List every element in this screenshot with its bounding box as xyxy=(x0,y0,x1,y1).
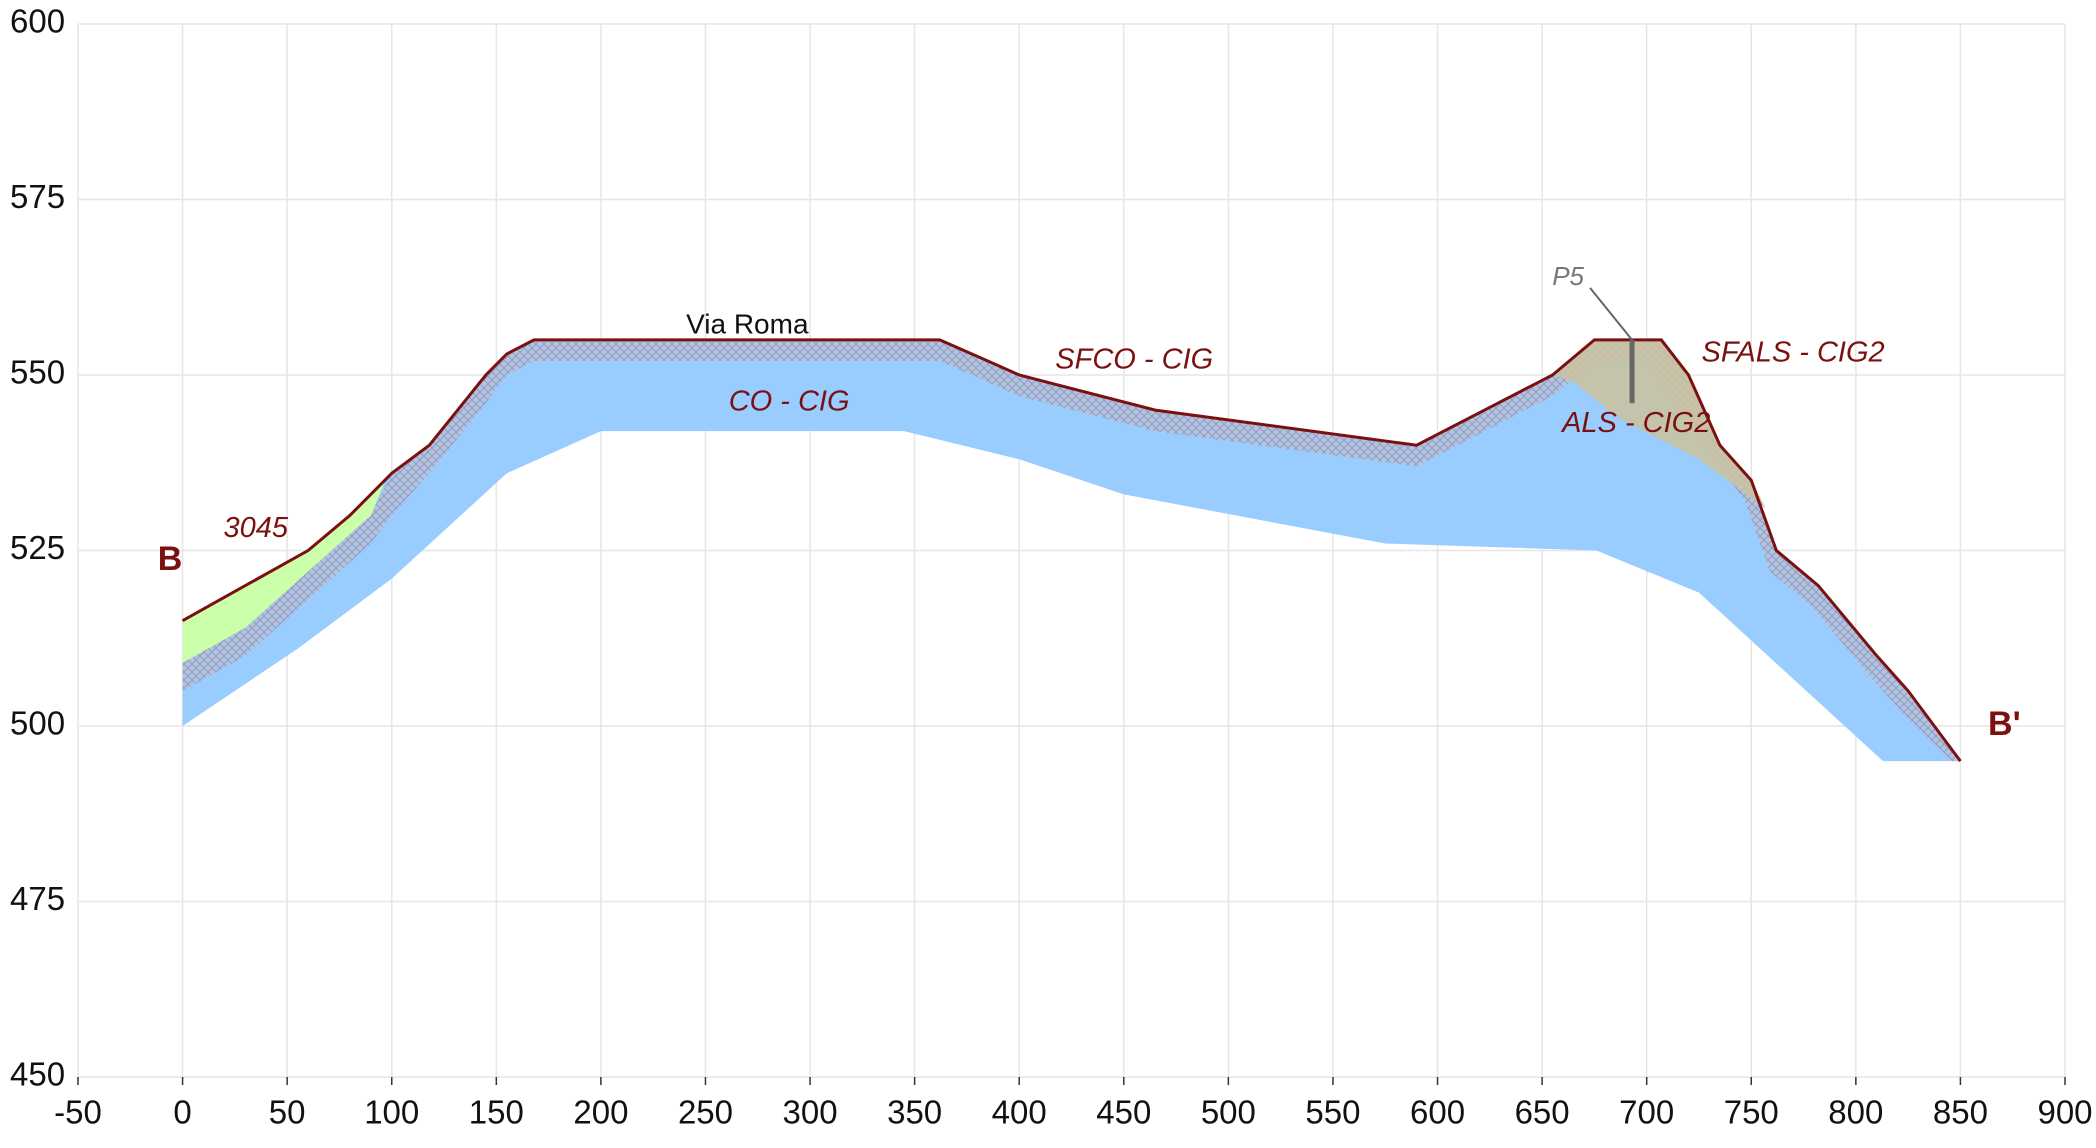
annotation: SFALS - CIG2 xyxy=(1702,337,1885,369)
y-tick-label: 600 xyxy=(10,3,65,40)
x-tick-label: 300 xyxy=(783,1094,838,1131)
x-tick-label: 0 xyxy=(173,1094,191,1131)
layer-label: ALS - CIG2 xyxy=(1560,407,1710,439)
x-tick-label: 50 xyxy=(269,1094,306,1131)
x-tick-label: 650 xyxy=(1515,1094,1570,1131)
x-tick-label: 500 xyxy=(1201,1094,1256,1131)
annotation: B xyxy=(158,540,183,578)
y-tick-label: 475 xyxy=(10,880,65,917)
layer-label: CO - CIG xyxy=(729,386,850,418)
x-tick-label: 450 xyxy=(1096,1094,1151,1131)
annotation: B' xyxy=(1988,705,2021,743)
y-tick-label: 450 xyxy=(10,1056,65,1093)
y-tick-label: 500 xyxy=(10,705,65,742)
x-tick-label: 700 xyxy=(1619,1094,1674,1131)
leader xyxy=(1590,288,1632,340)
x-tick-label: 400 xyxy=(992,1094,1047,1131)
y-tick-label: 550 xyxy=(10,354,65,391)
x-tick-label: 350 xyxy=(887,1094,942,1131)
x-tick-label: 100 xyxy=(364,1094,419,1131)
layer-label: SFCO - CIG xyxy=(1055,344,1213,376)
x-tick-label: 550 xyxy=(1305,1094,1360,1131)
x-tick-label: -50 xyxy=(54,1094,102,1131)
y-tick-label: 525 xyxy=(10,529,65,566)
x-tick-label: 150 xyxy=(469,1094,524,1131)
y-tick-label: 575 xyxy=(10,178,65,215)
x-tick-label: 900 xyxy=(2037,1094,2092,1131)
layer-label: 3045 xyxy=(224,512,289,544)
x-tick-label: 200 xyxy=(573,1094,628,1131)
x-tick-label: 250 xyxy=(678,1094,733,1131)
x-tick-label: 800 xyxy=(1828,1094,1883,1131)
chart: 450 475 500 525 550 575 600 -50 0 50 100 150 200 250 3… xyxy=(0,0,2096,1148)
borehole-label: P5 xyxy=(1552,261,1584,291)
annotation: Via Roma xyxy=(686,308,809,339)
x-tick-label: 600 xyxy=(1410,1094,1465,1131)
x-tick-label: 850 xyxy=(1933,1094,1988,1131)
x-tick-label: 750 xyxy=(1724,1094,1779,1131)
